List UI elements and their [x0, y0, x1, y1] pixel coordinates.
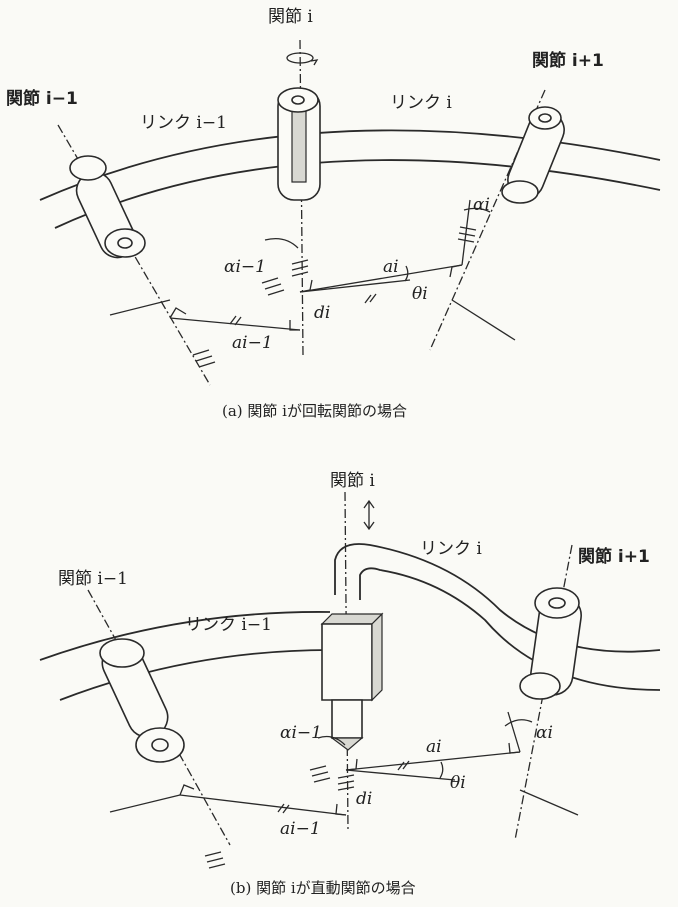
right-angle-mark — [345, 758, 358, 771]
label-link-i-a: リンク i — [390, 93, 452, 113]
tick-marks — [204, 851, 226, 869]
label-theta-i-a: θi — [412, 284, 428, 304]
theta-i-arc-b — [439, 761, 444, 779]
theta-ref-line-a — [299, 279, 411, 293]
joint-i-minus-1-body-a — [69, 155, 146, 259]
tick-marks — [192, 349, 216, 368]
alpha-ref-b — [507, 711, 521, 753]
extra-line-left-a — [109, 299, 171, 316]
right-angle-mark — [179, 784, 195, 796]
link-curve-inner-b — [59, 649, 331, 701]
right-angle-mark — [289, 320, 300, 331]
link-curve-outer-b — [39, 611, 331, 661]
tick-marks — [337, 774, 355, 791]
tick-marks — [291, 259, 309, 277]
axis-joint-i-plus-1-b — [514, 544, 573, 841]
caption-a: (a) 関節 iが回転関節の場合 — [222, 402, 407, 420]
rotation-symbol-icon — [286, 52, 319, 66]
prismatic-arrow-icon — [363, 499, 375, 531]
right-angle-mark — [335, 803, 347, 816]
joint-i-plus-1-body-a — [501, 106, 565, 204]
link-curve-outer-a — [39, 129, 661, 201]
caption-b: (b) 関節 iが直動関節の場合 — [230, 879, 416, 897]
alpha-i-arc-b — [504, 719, 533, 727]
axis-joint-i-b — [344, 491, 349, 831]
link-i-upper-b — [334, 543, 661, 653]
alpha-i-minus-1-arc-b — [317, 735, 346, 746]
right-angle-mark — [169, 307, 187, 319]
tick-marks — [261, 277, 285, 296]
alpha-i-arc-a — [463, 207, 491, 213]
tick-marks — [229, 315, 242, 326]
label-link-i-minus-1-a: リンク i−1 — [140, 113, 227, 133]
label-joint-i-plus-1-a: 関節 i+1 — [532, 50, 604, 71]
label-alpha-i-a: αi — [473, 195, 490, 215]
panel-a: 関節 i−1 リンク i−1 関節 i リンク i 関節 i+1 αi αi−1… — [6, 7, 661, 420]
joint-i-body-b — [320, 612, 384, 751]
label-theta-i-b: θi — [450, 773, 466, 793]
extra-line-left-b — [109, 794, 181, 813]
label-d-i-a: di — [314, 303, 330, 323]
label-joint-i-a: 関節 i — [268, 7, 313, 27]
label-a-i-minus-1-a: ai−1 — [232, 333, 273, 353]
tick-marks — [277, 803, 290, 814]
extra-line-right-b — [519, 789, 579, 816]
tick-marks — [309, 765, 331, 783]
label-joint-i-minus-1-b: 関節 i−1 — [58, 569, 128, 589]
label-alpha-i-b: αi — [536, 723, 553, 743]
tick-marks — [457, 226, 477, 243]
label-link-i-b: リンク i — [420, 539, 482, 559]
label-alpha-i-minus-1-b: αi−1 — [280, 723, 322, 743]
label-alpha-i-minus-1-a: αi−1 — [224, 257, 266, 277]
label-joint-i-minus-1-a: 関節 i−1 — [6, 88, 78, 109]
extra-line-right-a — [451, 299, 516, 341]
theta-i-arc-a — [404, 265, 409, 282]
label-a-i-minus-1-b: ai−1 — [280, 819, 321, 839]
right-angle-mark — [508, 742, 521, 754]
panel-b: 関節 i リンク i 関節 i+1 関節 i−1 リンク i−1 αi αi−1… — [39, 471, 661, 897]
joint-i-body-a — [277, 87, 321, 201]
label-link-i-minus-1-b: リンク i−1 — [185, 615, 272, 635]
axis-joint-i-minus-1-a — [57, 124, 211, 386]
joint-i-plus-1-body-b — [519, 587, 582, 700]
theta-ref-line-b — [345, 769, 456, 781]
right-angle-mark — [449, 264, 463, 278]
label-a-i-b: ai — [426, 737, 442, 757]
axis-joint-i-minus-1-b — [87, 589, 231, 846]
label-joint-i-b: 関節 i — [330, 471, 375, 491]
label-a-i-a: ai — [383, 257, 399, 277]
link-i-lower-b — [359, 567, 661, 691]
tick-marks — [397, 760, 410, 771]
label-d-i-b: di — [356, 789, 372, 809]
alpha-ref-a — [461, 199, 471, 266]
normal-a-i-a — [299, 264, 463, 293]
joint-i-minus-1-body-b — [99, 638, 185, 763]
tick-marks — [364, 293, 377, 304]
right-angle-mark — [299, 279, 313, 293]
label-joint-i-plus-1-b: 関節 i+1 — [578, 546, 650, 567]
alpha-i-minus-1-arc-a — [264, 237, 299, 249]
link-curve-inner-a — [54, 159, 661, 229]
normal-a-i-minus-1-b — [179, 794, 347, 816]
normal-a-i-b — [345, 751, 521, 771]
